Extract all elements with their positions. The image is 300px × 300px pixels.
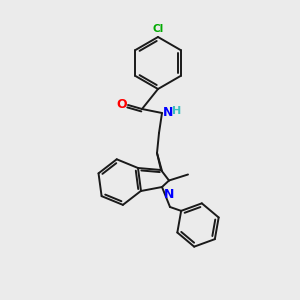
Text: O: O: [117, 98, 127, 110]
Text: N: N: [164, 188, 174, 201]
Text: N: N: [163, 106, 173, 119]
Text: H: H: [172, 106, 181, 116]
Text: Cl: Cl: [152, 24, 164, 34]
